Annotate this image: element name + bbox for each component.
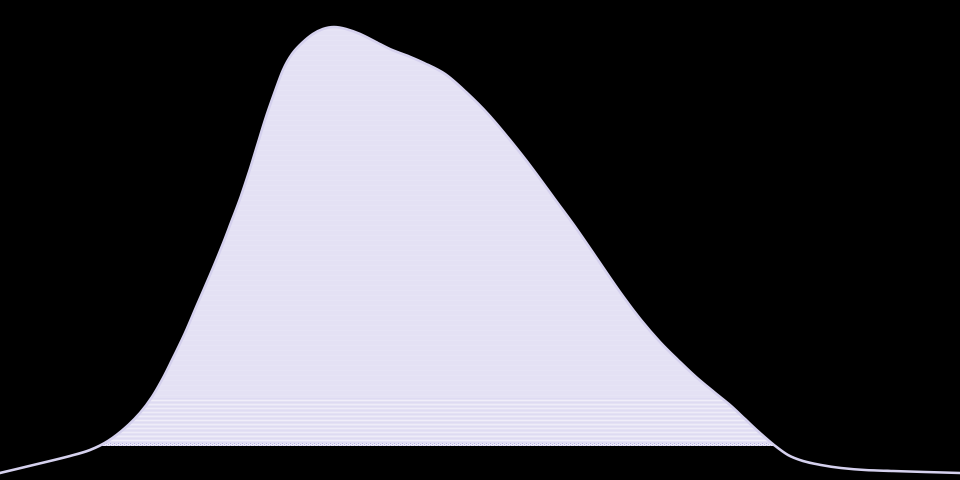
density-baseline-dither-row xyxy=(0,443,960,446)
density-area-stripes-overlay xyxy=(99,27,776,446)
density-curve-line xyxy=(0,25,960,475)
